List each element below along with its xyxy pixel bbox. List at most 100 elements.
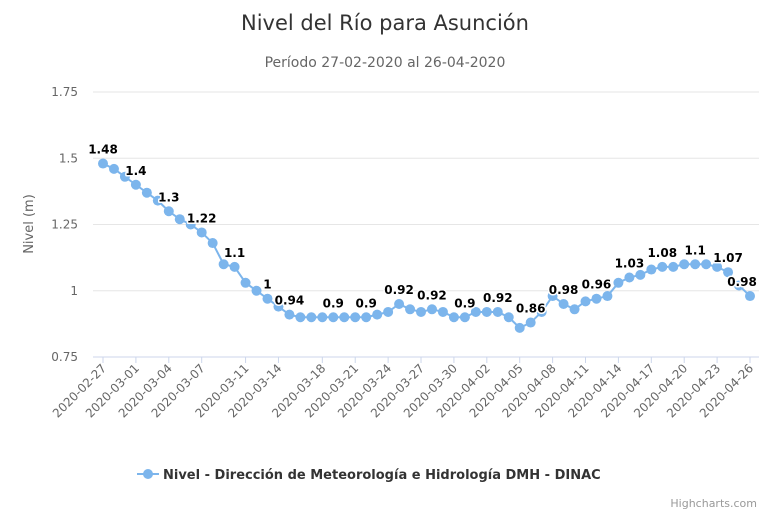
y-tick-label: 1.75	[51, 85, 78, 99]
data-label: 0.96	[582, 278, 612, 292]
data-point[interactable]	[459, 312, 470, 323]
data-point[interactable]	[416, 306, 427, 317]
data-point[interactable]	[470, 306, 481, 317]
data-label: 1.4	[125, 164, 146, 178]
data-label: 1.1	[224, 246, 245, 260]
data-label: 0.9	[323, 296, 344, 310]
legend-item-label[interactable]: Nivel - Dirección de Meteorología e Hidr…	[163, 468, 601, 483]
data-point[interactable]	[668, 261, 679, 272]
data-point[interactable]	[723, 267, 734, 278]
y-tick-label: 1.25	[51, 218, 78, 232]
y-tick-label: 0.75	[51, 350, 78, 364]
data-point[interactable]	[701, 259, 712, 270]
data-point[interactable]	[503, 312, 514, 323]
data-label: 0.92	[384, 283, 414, 297]
y-axis-ticks: 0.75 1 1.25 1.5 1.75	[51, 85, 78, 364]
data-point[interactable]	[481, 306, 492, 317]
data-point[interactable]	[185, 219, 196, 230]
data-point[interactable]	[679, 259, 690, 270]
data-label: 1.03	[615, 257, 645, 271]
data-label: 0.9	[356, 296, 377, 310]
data-point[interactable]	[613, 277, 624, 288]
data-label: 0.98	[549, 283, 579, 297]
data-point[interactable]	[383, 306, 394, 317]
series-nivel	[98, 158, 755, 333]
data-point[interactable]	[350, 312, 361, 323]
data-point[interactable]	[163, 206, 174, 217]
data-label: 0.92	[483, 291, 513, 305]
data-point[interactable]	[372, 309, 383, 320]
data-point[interactable]	[284, 309, 295, 320]
data-point[interactable]	[262, 293, 273, 304]
data-point[interactable]	[602, 291, 613, 302]
data-label: 1.1	[685, 243, 706, 257]
data-point[interactable]	[152, 195, 163, 206]
data-point[interactable]	[492, 306, 503, 317]
data-label: 1.22	[187, 211, 217, 225]
data-label: 1.07	[713, 251, 743, 265]
data-point[interactable]	[745, 291, 755, 302]
data-point[interactable]	[174, 214, 185, 225]
data-point[interactable]	[712, 261, 723, 272]
data-point[interactable]	[328, 312, 339, 323]
data-point[interactable]	[317, 312, 328, 323]
gridlines	[93, 91, 759, 292]
data-point[interactable]	[295, 312, 306, 323]
data-point[interactable]	[339, 312, 350, 323]
data-point[interactable]	[218, 259, 229, 270]
data-point[interactable]	[273, 301, 284, 312]
data-point[interactable]	[240, 277, 251, 288]
data-point[interactable]	[690, 259, 701, 270]
y-tick-label: 1	[70, 284, 78, 298]
data-point[interactable]	[591, 293, 602, 304]
data-labels: 1.481.41.31.221.110.94 0.9 0.90.92 0.920.9 0…	[87, 141, 759, 317]
data-point[interactable]	[207, 238, 218, 249]
data-point[interactable]	[624, 272, 635, 283]
data-point[interactable]	[734, 280, 745, 291]
data-point[interactable]	[547, 291, 558, 302]
legend[interactable]: Nivel - Dirección de Meteorología e Hidr…	[137, 468, 601, 483]
data-point[interactable]	[580, 296, 591, 307]
data-point[interactable]	[448, 312, 459, 323]
data-point[interactable]	[514, 322, 525, 333]
data-point[interactable]	[437, 306, 448, 317]
data-point[interactable]	[405, 304, 416, 315]
data-point[interactable]	[536, 306, 547, 317]
data-point[interactable]	[525, 317, 536, 328]
data-point[interactable]	[251, 285, 262, 296]
data-label: 1	[263, 278, 271, 292]
data-point[interactable]	[646, 264, 657, 275]
x-axis-ticks: 2020-02-272020-03-012020-03-042020-03-07…	[50, 357, 756, 420]
y-tick-label: 1.5	[59, 151, 78, 165]
data-point[interactable]	[657, 261, 668, 272]
data-point[interactable]	[108, 163, 119, 174]
data-label: 1.3	[158, 190, 179, 204]
data-label: 0.94	[275, 294, 305, 308]
data-label: 1.08	[647, 246, 677, 260]
data-point[interactable]	[130, 179, 141, 190]
data-point[interactable]	[141, 187, 152, 198]
data-point[interactable]	[394, 299, 405, 309]
data-point[interactable]	[229, 261, 240, 272]
chart-subtitle: Período 27-02-2020 al 26-04-2020	[265, 55, 506, 71]
data-point[interactable]	[196, 227, 207, 238]
data-point[interactable]	[119, 171, 130, 182]
data-point[interactable]	[361, 312, 372, 323]
data-label: 0.86	[516, 302, 546, 316]
data-point[interactable]	[426, 304, 437, 315]
data-label: 0.92	[417, 288, 447, 302]
data-label: 0.98	[727, 275, 757, 289]
y-axis-title: Nivel (m)	[22, 194, 37, 254]
credits-link[interactable]: Highcharts.com	[670, 497, 757, 510]
data-point[interactable]	[558, 299, 569, 309]
data-point[interactable]	[98, 158, 108, 169]
data-label: 1.48	[88, 143, 118, 157]
chart-title: Nivel del Río para Asunción	[241, 11, 529, 35]
data-label: 0.9	[454, 296, 475, 310]
data-point[interactable]	[635, 269, 646, 280]
data-point[interactable]	[569, 304, 580, 315]
data-point[interactable]	[306, 312, 317, 323]
legend-marker-icon	[143, 469, 153, 479]
